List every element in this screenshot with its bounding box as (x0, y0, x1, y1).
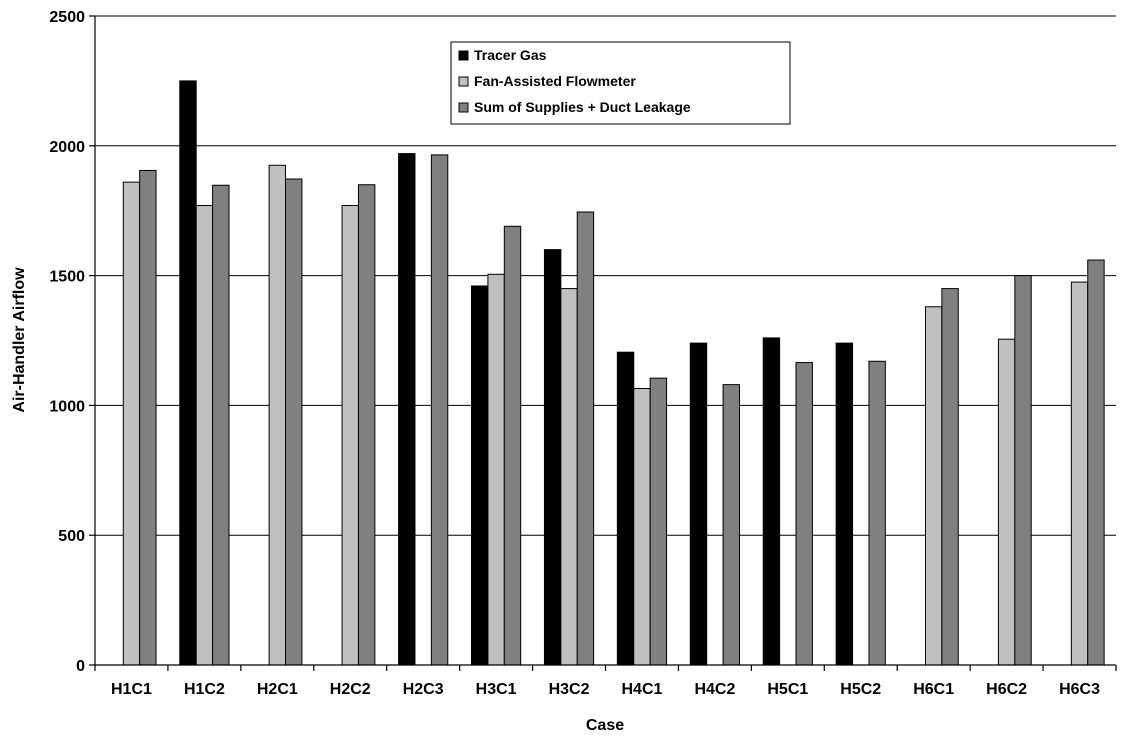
bars (122, 80, 1105, 666)
x-tick-label-h3c2: H3C2 (549, 681, 590, 698)
y-axis-title: Air-Handler Airflow (11, 267, 28, 413)
x-tick-label-h2c1: H2C1 (257, 681, 298, 698)
legend: Tracer Gas Fan-Assisted Flowmeter Sum of… (450, 41, 791, 125)
y-tick-label: 0 (76, 658, 85, 675)
x-tick-label-h5c1: H5C1 (767, 681, 808, 698)
bar-h3c2-fan-assisted-flowmeter (560, 288, 578, 666)
bar-h3c1-fan-assisted-flowmeter (487, 273, 505, 666)
bar-h5c2-tracer-gas (835, 342, 854, 666)
x-tick-label-h2c3: H2C3 (403, 681, 444, 698)
x-tick-label-h1c2: H1C2 (184, 681, 225, 698)
x-tick-label-h6c2: H6C2 (986, 681, 1027, 698)
legend-label-fan-assisted-flowmeter: Fan-Assisted Flowmeter (474, 73, 636, 89)
bar-h4c1-tracer-gas (616, 351, 635, 666)
x-tick-label-h1c1: H1C1 (111, 681, 152, 698)
bar-h3c1-sum-of-supplies-duct-leakage (503, 225, 522, 666)
bar-h4c1-sum-of-supplies-duct-leakage (649, 377, 668, 666)
legend-box (450, 41, 791, 125)
x-tick-label-h4c2: H4C2 (694, 681, 735, 698)
bar-h4c2-sum-of-supplies-duct-leakage (722, 384, 740, 666)
x-axis-title: Case (586, 717, 624, 734)
bar-h2c1-fan-assisted-flowmeter (268, 164, 287, 666)
x-tick-label-h5c2: H5C2 (840, 681, 881, 698)
bar-h2c2-sum-of-supplies-duct-leakage (357, 184, 376, 666)
legend-swatch-fan-assisted-flowmeter (458, 76, 469, 87)
bar-h2c3-tracer-gas (398, 153, 416, 666)
bar-h3c2-tracer-gas (543, 249, 562, 666)
y-tick-label: 2000 (49, 139, 85, 156)
bar-h6c2-sum-of-supplies-duct-leakage (1014, 275, 1032, 666)
legend-swatch-sum-of-supplies (458, 102, 469, 113)
bar-h6c1-fan-assisted-flowmeter (924, 306, 943, 666)
bar-h1c1-sum-of-supplies-duct-leakage (139, 169, 157, 666)
legend-label-tracer-gas: Tracer Gas (474, 47, 547, 63)
y-tick-label: 500 (58, 528, 85, 545)
bar-h4c1-fan-assisted-flowmeter (633, 388, 651, 666)
y-tick-label: 2500 (49, 9, 85, 26)
y-tick-labels: 0 500 1000 1500 2000 2500 (49, 9, 95, 675)
bar-h2c1-sum-of-supplies-duct-leakage (285, 178, 303, 666)
y-tick-label: 1000 (49, 398, 85, 415)
bar-h5c1-sum-of-supplies-duct-leakage (795, 362, 813, 666)
bar-h1c1-fan-assisted-flowmeter (122, 181, 141, 666)
x-tick-labels: H1C1 H1C2 H2C1 H2C2 H2C3 H3C1 H3C2 H4C1 H4C2 H5C1… (94, 665, 1117, 698)
y-tick-label: 1500 (49, 269, 85, 286)
bar-h1c2-tracer-gas (179, 80, 197, 666)
legend-swatch-tracer-gas (458, 50, 469, 61)
bar-h6c3-fan-assisted-flowmeter (1070, 281, 1089, 666)
x-tick-label-h3c1: H3C1 (476, 681, 517, 698)
bar-h3c1-tracer-gas (471, 285, 489, 666)
x-tick-label-h2c2: H2C2 (330, 681, 371, 698)
bar-h1c2-sum-of-supplies-duct-leakage (212, 184, 230, 666)
bar-h6c2-fan-assisted-flowmeter (997, 338, 1016, 666)
bar-h5c2-sum-of-supplies-duct-leakage (868, 360, 886, 666)
bar-h3c2-sum-of-supplies-duct-leakage (576, 211, 595, 666)
legend-label-sum-of-supplies: Sum of Supplies + Duct Leakage (474, 99, 691, 115)
bar-h6c3-sum-of-supplies-duct-leakage (1087, 259, 1105, 666)
bar-h2c2-fan-assisted-flowmeter (341, 205, 359, 666)
x-tick-label-h6c3: H6C3 (1059, 681, 1100, 698)
bar-h5c1-tracer-gas (762, 337, 781, 666)
bar-h6c1-sum-of-supplies-duct-leakage (941, 288, 959, 666)
bar-h2c3-sum-of-supplies-duct-leakage (430, 154, 449, 666)
x-tick-label-h4c1: H4C1 (622, 681, 663, 698)
bar-h1c2-fan-assisted-flowmeter (195, 205, 214, 666)
bar-h4c2-tracer-gas (689, 342, 708, 666)
x-tick-label-h6c1: H6C1 (913, 681, 954, 698)
